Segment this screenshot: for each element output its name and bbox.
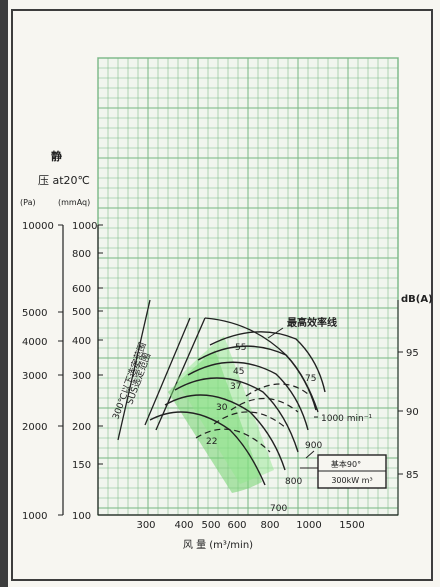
speed-label: 800 bbox=[285, 477, 302, 487]
pa-tick-label: 1000 bbox=[22, 511, 47, 522]
series-label: 55 bbox=[235, 343, 246, 353]
performance-curve bbox=[209, 331, 326, 393]
x-tick-label: 1000 bbox=[296, 520, 321, 531]
mmaq-tick-label: 400 bbox=[72, 336, 91, 347]
x-tick-label: 1500 bbox=[339, 520, 364, 531]
kw-label: 300kW m³ bbox=[331, 476, 372, 485]
pa-tick-label: 2000 bbox=[22, 422, 47, 433]
mmaq-tick-label: 500 bbox=[72, 307, 91, 318]
selected-area-highlight bbox=[176, 336, 274, 484]
series-label: 37 bbox=[230, 382, 241, 392]
x-tick-label: 800 bbox=[260, 520, 279, 531]
pa-unit: (Pa) bbox=[20, 198, 36, 207]
mmaq-tick-label: 300 bbox=[72, 371, 91, 382]
x-tick-label: 500 bbox=[201, 520, 220, 531]
series-label: 22 bbox=[206, 437, 217, 447]
range-boundary-2 bbox=[144, 317, 191, 426]
pa-tick-label: 3000 bbox=[22, 371, 47, 382]
y-label-line-1: 静 bbox=[51, 149, 62, 163]
pa-tick-label: 4000 bbox=[22, 337, 47, 348]
mmaq-unit: (mmAq) bbox=[58, 198, 90, 207]
basic-angle-label: 基本90° bbox=[331, 459, 361, 469]
mmaq-tick-label: 200 bbox=[72, 422, 91, 433]
db-label: dB(A) bbox=[401, 294, 433, 305]
mmaq-tick-label: 100 bbox=[72, 511, 91, 522]
efficiency-dashed-line bbox=[195, 428, 271, 453]
performance-curve bbox=[187, 361, 309, 431]
mmaq-tick-label: 1000 bbox=[72, 221, 97, 232]
rpm-label: 1000 min⁻¹ bbox=[321, 414, 372, 424]
series-label: 45 bbox=[233, 367, 244, 377]
range-boundary-1 bbox=[117, 299, 151, 441]
curve-pointer bbox=[305, 450, 315, 459]
x-axis-label: 风 量 (m³/min) bbox=[183, 539, 253, 551]
pa-tick-label: 5000 bbox=[22, 308, 47, 319]
series-label: 75 bbox=[305, 374, 316, 384]
efficiency-dashed-line bbox=[230, 397, 299, 413]
mmaq-tick-label: 150 bbox=[72, 460, 91, 471]
mmaq-tick-label: 600 bbox=[72, 284, 91, 295]
max-efficiency-label: 最高效率线 bbox=[287, 316, 337, 329]
performance-curve bbox=[197, 345, 317, 411]
speed-label: 700 bbox=[270, 504, 287, 514]
x-tick-label: 600 bbox=[227, 520, 246, 531]
db-tick-label: 90 bbox=[406, 407, 419, 418]
y-label-line-2: 压 at20℃ bbox=[38, 174, 90, 187]
pa-tick-label: 10000 bbox=[22, 221, 54, 232]
x-tick-label: 300 bbox=[136, 520, 155, 531]
performance-curve bbox=[174, 377, 299, 453]
speed-label: 900 bbox=[305, 441, 322, 451]
range-boundary-3 bbox=[155, 317, 206, 431]
performance-curve bbox=[164, 394, 286, 471]
series-label: 30 bbox=[216, 403, 228, 413]
db-tick-label: 95 bbox=[406, 348, 419, 359]
x-tick-label: 400 bbox=[174, 520, 193, 531]
efficiency-dashed-line bbox=[245, 383, 309, 397]
db-tick-label: 85 bbox=[406, 470, 419, 481]
mmaq-tick-label: 800 bbox=[72, 249, 91, 260]
